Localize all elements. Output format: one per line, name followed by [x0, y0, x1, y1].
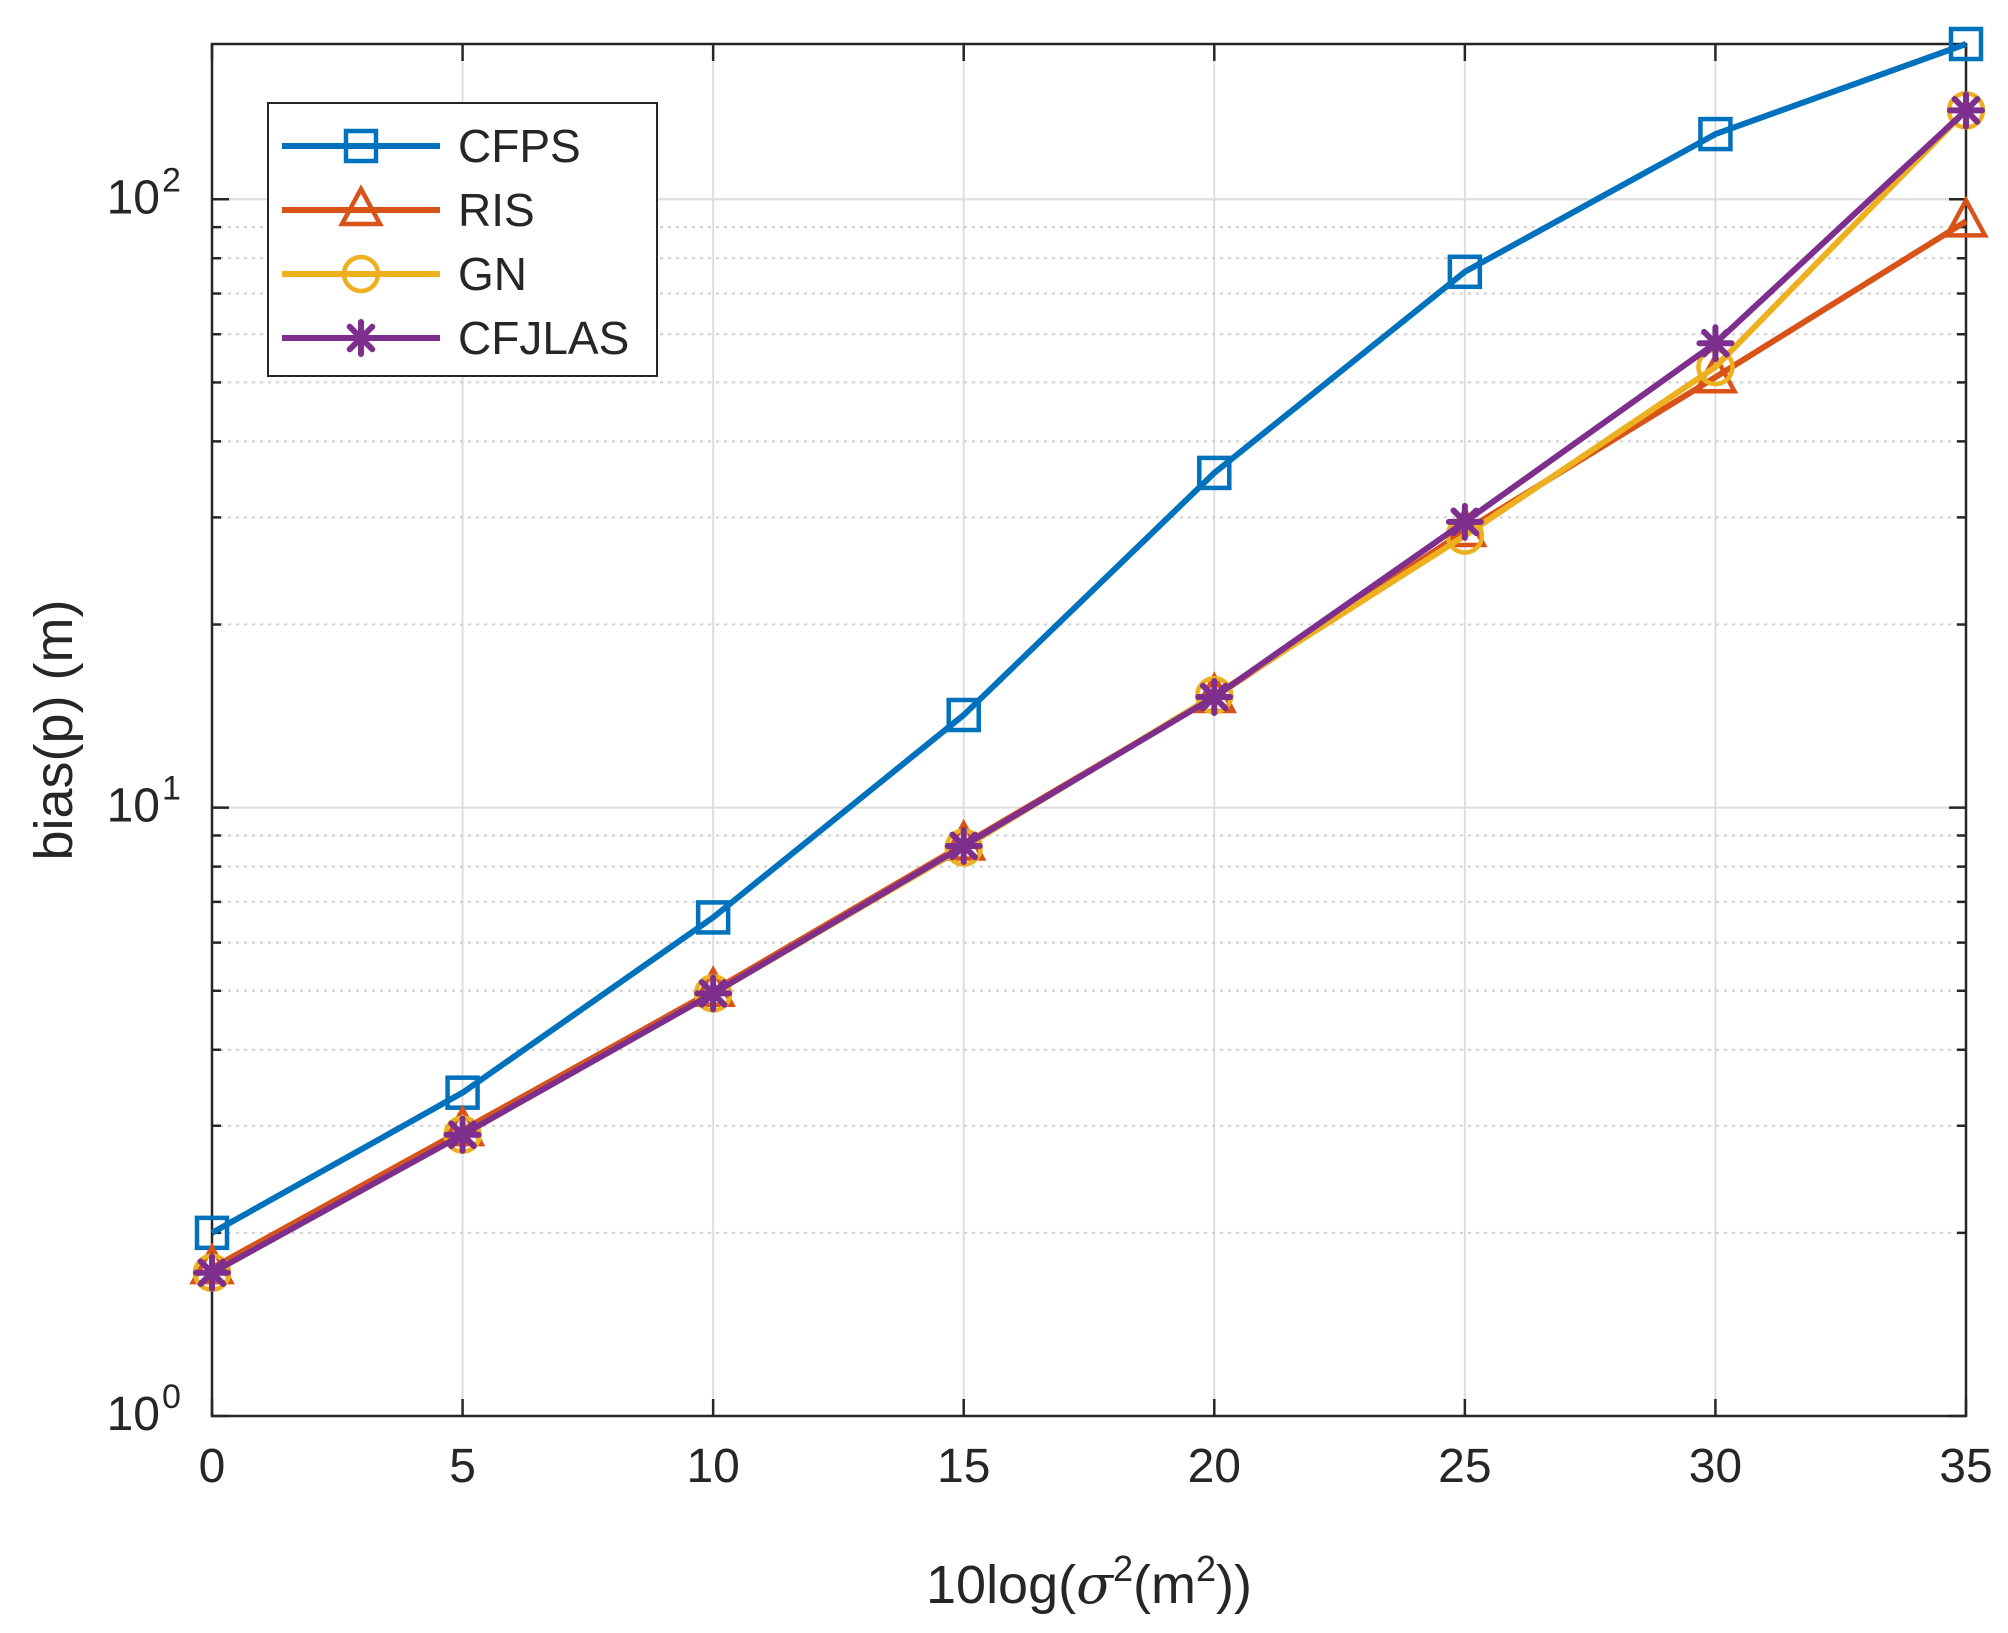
data-point-cfps: [946, 697, 981, 733]
asterisk-stroke: [1199, 682, 1229, 712]
asterisk-stroke: [1450, 507, 1480, 537]
x-tick-label: 20: [1188, 1440, 1241, 1493]
y-tick-label-exponent: 2: [162, 161, 181, 199]
asterisk-stroke: [197, 1258, 227, 1288]
asterisk-stroke: [949, 831, 979, 861]
data-point-cfps: [1197, 455, 1232, 491]
legend-item-gn: GN: [282, 248, 527, 300]
legend-item-cfps: CFPS: [282, 120, 581, 172]
data-series: [189, 26, 1989, 1292]
x-tick-label: 30: [1689, 1440, 1742, 1493]
legend-marker: [342, 319, 380, 357]
data-point-cfjlas: [1947, 91, 1985, 130]
legend: CFPS RIS GN CFJLAS: [267, 102, 658, 377]
legend-item-ris: RIS: [282, 184, 535, 236]
legend-item-cfjlas: CFJLAS: [282, 312, 629, 364]
asterisk-stroke: [1951, 96, 1981, 125]
legend-marker: [343, 128, 379, 164]
legend-label: RIS: [458, 184, 535, 236]
svg-text:10log(σ2(m2)): 10log(σ2(m2)): [926, 1548, 1252, 1616]
data-point-cfjlas: [1195, 678, 1234, 717]
x-axis-label: 10log(σ2(m2)): [926, 1548, 1252, 1616]
x-tick-label: 35: [1939, 1440, 1992, 1493]
x-tick-label: 15: [937, 1440, 990, 1493]
y-tick-label-exponent: 1: [162, 770, 181, 808]
data-point-ris: [1943, 195, 1989, 238]
legend-marker: [338, 184, 384, 227]
data-point-cfjlas: [193, 1253, 231, 1292]
asterisk-stroke: [1701, 328, 1730, 358]
y-tick-label: 10: [107, 1388, 160, 1441]
data-point-cfjlas: [1696, 324, 1735, 363]
data-point-cfps: [1948, 26, 1984, 62]
x-tick-label: 5: [449, 1440, 476, 1493]
y-tick-label: 10: [107, 780, 160, 833]
data-point-cfjlas: [1445, 502, 1484, 541]
x-tick-label: 10: [686, 1440, 739, 1493]
x-tick-label: 25: [1438, 1440, 1491, 1493]
legend-label: CFPS: [458, 120, 581, 172]
y-tick-label: 10: [107, 171, 160, 224]
asterisk-stroke: [448, 1120, 477, 1150]
data-point-cfps: [1447, 254, 1483, 290]
data-point-cfjlas: [694, 974, 733, 1013]
data-point-cfps: [1698, 116, 1733, 152]
axes-box: [210, 42, 1968, 1418]
asterisk-stroke: [346, 323, 376, 353]
series-line-cfps: [210, 41, 1968, 1236]
asterisk-stroke: [698, 979, 728, 1008]
legend-label: CFJLAS: [458, 312, 629, 364]
data-point-cfjlas: [944, 826, 983, 865]
y-axis-label: bias(p) (m): [24, 599, 84, 860]
data-point-cfjlas: [443, 1115, 482, 1154]
series-cfjlas: [193, 91, 1985, 1292]
data-point-cfps: [695, 900, 731, 935]
legend-label: GN: [458, 248, 527, 300]
x-tick-label: 0: [199, 1440, 226, 1493]
series-cfps: [194, 26, 1984, 1251]
series-line-cfjlas: [210, 108, 1969, 1276]
legend-marker: [341, 254, 381, 294]
y-tick-label-exponent: 0: [162, 1378, 181, 1416]
